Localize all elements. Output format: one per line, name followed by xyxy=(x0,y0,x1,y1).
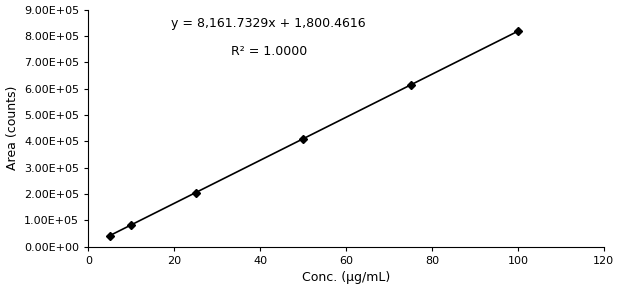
Text: R² = 1.0000: R² = 1.0000 xyxy=(231,45,307,58)
Text: y = 8,161.7329x + 1,800.4616: y = 8,161.7329x + 1,800.4616 xyxy=(171,17,366,30)
X-axis label: Conc. (μg/mL): Conc. (μg/mL) xyxy=(302,271,390,284)
Y-axis label: Area (counts): Area (counts) xyxy=(6,86,19,171)
